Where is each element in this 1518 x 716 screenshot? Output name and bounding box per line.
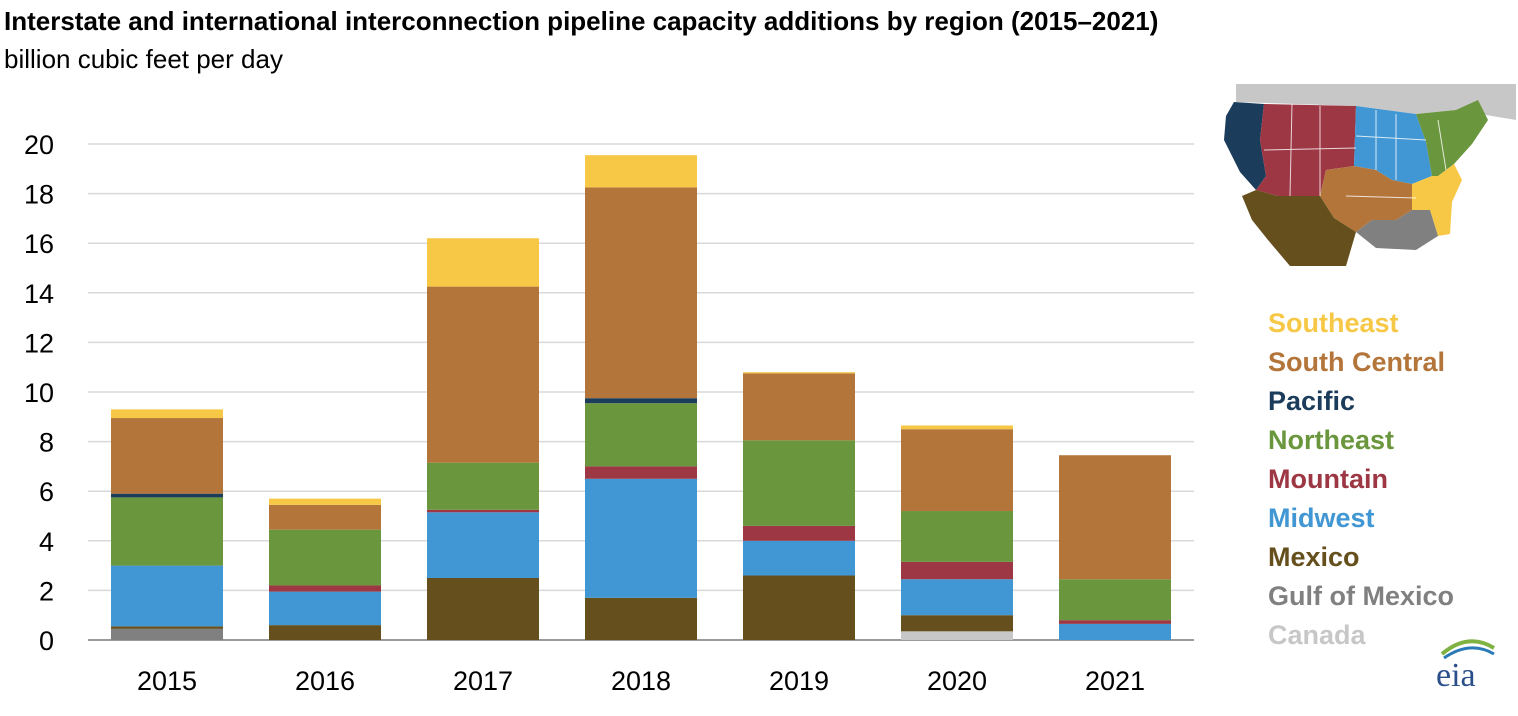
bar-segment-south-central-2020 xyxy=(901,429,1013,512)
bar-segment-southeast-2016 xyxy=(269,498,381,505)
bar-segment-gulf-of-mexico-2015 xyxy=(111,628,223,640)
bar-segment-southeast-2020 xyxy=(901,425,1013,430)
bar-segment-mexico-2020 xyxy=(901,615,1013,632)
x-tick-label: 2018 xyxy=(611,666,671,696)
legend-item-midwest: Midwest xyxy=(1268,503,1375,533)
legend-item-northeast: Northeast xyxy=(1268,425,1395,455)
legend: Southeast South Central Pacific Northeas… xyxy=(1268,304,1454,655)
y-tick-label: 6 xyxy=(39,477,54,507)
bar-segment-pacific-2018 xyxy=(585,398,697,404)
x-tick-label: 2021 xyxy=(1085,666,1145,696)
x-tick-label: 2017 xyxy=(453,666,513,696)
bar-segment-midwest-2021 xyxy=(1059,623,1171,640)
eia-logo-text: eia xyxy=(1436,657,1476,692)
bar-segment-mexico-2016 xyxy=(269,625,381,640)
bar-segment-mexico-2018 xyxy=(585,597,697,640)
bar-segment-southeast-2017 xyxy=(427,238,539,287)
bar-segment-canada-2020 xyxy=(901,631,1013,640)
us-regions-map-icon xyxy=(1216,80,1516,266)
legend-item-gulf-of-mexico: Gulf of Mexico xyxy=(1268,581,1455,611)
bar-segment-midwest-2016 xyxy=(269,591,381,626)
bar-segment-southeast-2019 xyxy=(743,372,855,374)
bar-segment-south-central-2016 xyxy=(269,504,381,530)
y-tick-label: 4 xyxy=(39,527,54,557)
bar-segment-northeast-2016 xyxy=(269,529,381,586)
legend-item-mountain: Mountain xyxy=(1268,464,1388,494)
bars xyxy=(111,155,1171,640)
bar-segment-mountain-2019 xyxy=(743,525,855,541)
x-tick-label: 2016 xyxy=(295,666,355,696)
bar-segment-midwest-2019 xyxy=(743,540,855,576)
y-tick-label: 10 xyxy=(24,378,54,408)
bar-segment-south-central-2018 xyxy=(585,187,697,399)
bar-segment-mountain-2018 xyxy=(585,466,697,479)
y-tick-label: 12 xyxy=(24,328,54,358)
bar-segment-mountain-2020 xyxy=(901,561,1013,580)
bar-segment-midwest-2020 xyxy=(901,579,1013,616)
x-tick-label: 2020 xyxy=(927,666,987,696)
y-tick-label: 14 xyxy=(24,279,54,309)
bar-segment-northeast-2020 xyxy=(901,511,1013,562)
x-axis-ticks: 2015 2016 2017 2018 2019 2020 2021 xyxy=(137,666,1145,696)
legend-item-southeast: Southeast xyxy=(1268,308,1399,338)
y-tick-label: 18 xyxy=(24,180,54,210)
y-tick-label: 20 xyxy=(24,130,54,160)
bar-segment-midwest-2017 xyxy=(427,512,539,578)
bar-segment-northeast-2015 xyxy=(111,497,223,566)
eia-logo-icon: eia xyxy=(1436,639,1496,692)
legend-item-canada: Canada xyxy=(1268,620,1366,650)
y-axis-ticks: 0 2 4 6 8 10 12 14 16 18 20 xyxy=(24,130,54,656)
bar-segment-mountain-2016 xyxy=(269,585,381,592)
bar-segment-midwest-2015 xyxy=(111,565,223,627)
bar-segment-northeast-2021 xyxy=(1059,579,1171,621)
bar-segment-south-central-2017 xyxy=(427,286,539,463)
bar-segment-south-central-2019 xyxy=(743,373,855,441)
bar-segment-mountain-2021 xyxy=(1059,620,1171,624)
bar-segment-south-central-2015 xyxy=(111,418,223,494)
bar-segment-southeast-2015 xyxy=(111,409,223,419)
bar-segment-northeast-2019 xyxy=(743,440,855,526)
bar-segment-northeast-2017 xyxy=(427,462,539,510)
x-tick-label: 2019 xyxy=(769,666,829,696)
bar-segment-south-central-2021 xyxy=(1059,455,1171,580)
legend-item-south-central: South Central xyxy=(1268,347,1446,377)
bar-segment-northeast-2018 xyxy=(585,403,697,467)
legend-item-mexico: Mexico xyxy=(1268,542,1360,572)
bar-segment-mexico-2019 xyxy=(743,575,855,640)
y-tick-label: 0 xyxy=(39,626,54,656)
bar-segment-southeast-2018 xyxy=(585,155,697,188)
chart-title: Interstate and international interconnec… xyxy=(4,6,1159,36)
bar-segment-midwest-2018 xyxy=(585,478,697,598)
bar-segment-mexico-2017 xyxy=(427,578,539,640)
chart-subtitle: billion cubic feet per day xyxy=(4,44,283,74)
bar-segment-pacific-2015 xyxy=(111,493,223,498)
y-tick-label: 8 xyxy=(39,428,54,458)
bar-segment-mexico-2015 xyxy=(111,626,223,629)
legend-item-pacific: Pacific xyxy=(1268,386,1356,416)
bar-segment-mountain-2017 xyxy=(427,509,539,513)
y-tick-label: 2 xyxy=(39,576,54,606)
x-tick-label: 2015 xyxy=(137,666,197,696)
y-tick-label: 16 xyxy=(24,229,54,259)
